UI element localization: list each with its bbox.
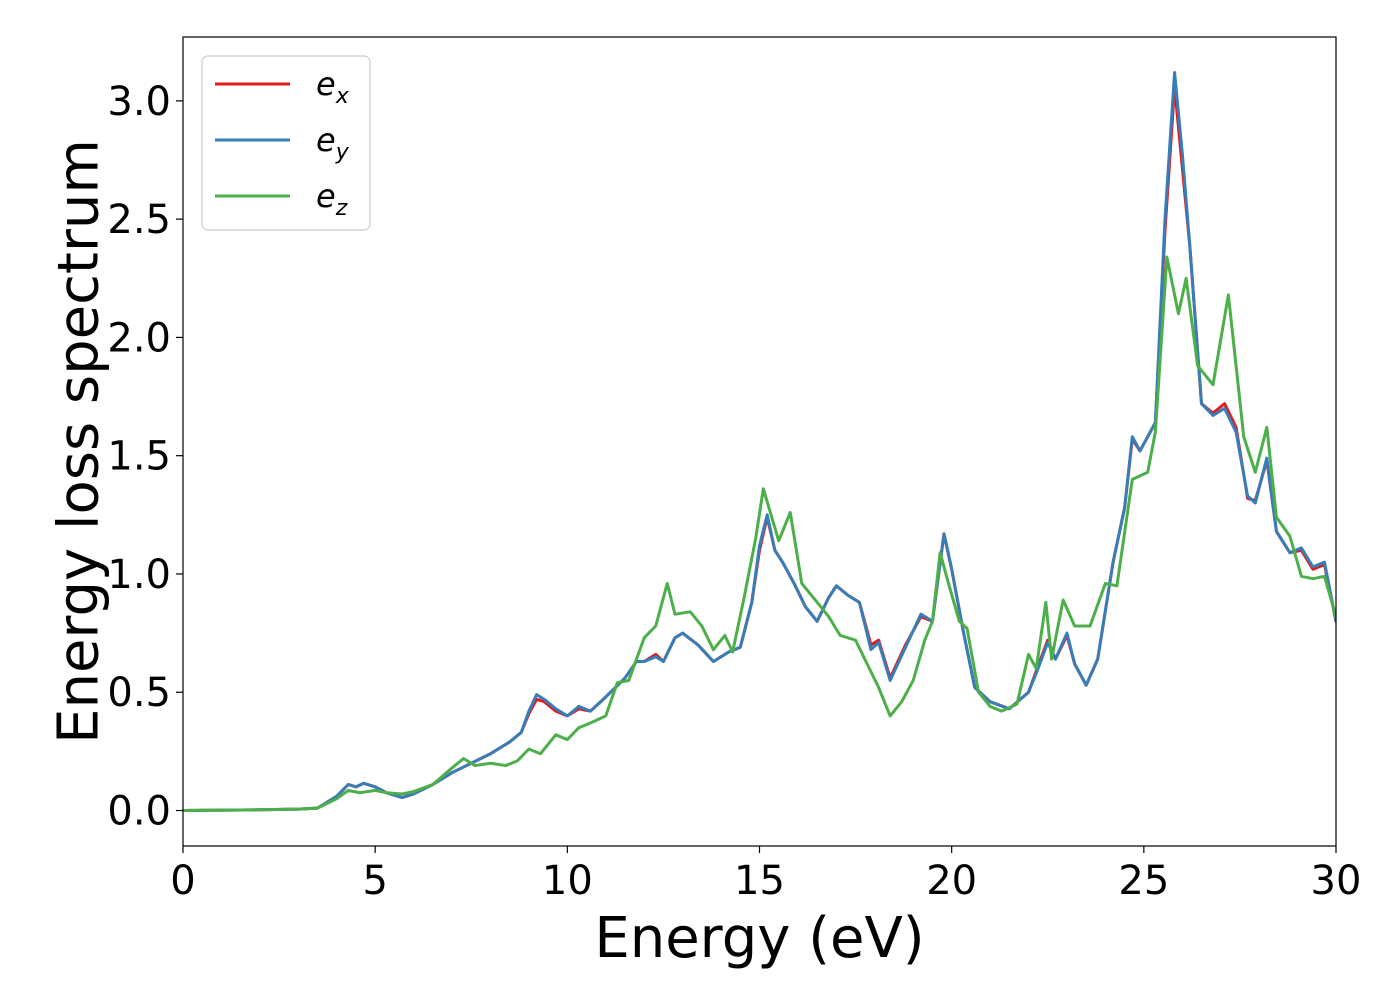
x-tick-label: 10 <box>542 858 593 904</box>
legend-label-e_x: ex <box>316 65 350 109</box>
y-axis-label: Energy loss spectrum <box>47 139 112 744</box>
x-tick-label: 30 <box>1311 858 1362 904</box>
series-line-e_z <box>183 255 1336 813</box>
legend: ex ey ez <box>201 55 371 231</box>
x-axis-ticks: 0 5 10 15 20 25 30 <box>170 846 1361 904</box>
y-tick-label: 0.0 <box>107 789 171 835</box>
legend-label-e_y: ey <box>316 121 350 165</box>
x-tick-label: 25 <box>1118 858 1169 904</box>
y-tick-label: 1.5 <box>107 434 171 480</box>
y-tick-label: 3.0 <box>107 79 171 125</box>
x-tick-label: 0 <box>170 858 195 904</box>
y-tick-label: 0.5 <box>107 670 171 716</box>
x-tick-label: 15 <box>734 858 785 904</box>
x-axis-label: Energy (eV) <box>594 906 924 971</box>
x-tick-label: 5 <box>362 858 387 904</box>
y-tick-label: 1.0 <box>107 552 171 598</box>
y-tick-label: 2.0 <box>107 315 171 361</box>
x-tick-label: 20 <box>926 858 977 904</box>
legend-box <box>201 55 371 231</box>
plot-area <box>182 36 1337 847</box>
series-line-e_y <box>183 70 1336 813</box>
y-axis-ticks: 0.0 0.5 1.0 1.5 2.0 2.5 3.0 <box>107 79 183 835</box>
y-tick-label: 2.5 <box>107 197 171 243</box>
legend-label-e_z: ez <box>316 177 348 221</box>
series-lines <box>183 70 1336 813</box>
